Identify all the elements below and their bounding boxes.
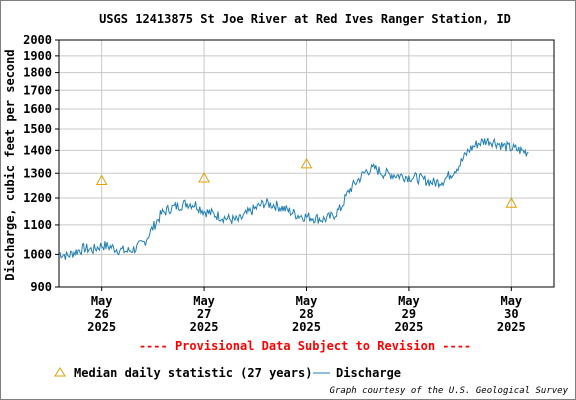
y-axis: 900 1000 1100 1200 1300 1400 1500 1600 1700 1800 1… xyxy=(23,33,59,294)
y-tick-label: 1900 xyxy=(23,49,52,63)
x-tick-label: 2025 xyxy=(394,320,423,334)
y-axis-label: Discharge, cubic feet per second xyxy=(3,49,17,280)
x-tick-label: 27 xyxy=(197,307,211,321)
median-point xyxy=(300,157,313,169)
y-tick-label: 1500 xyxy=(23,122,52,136)
legend-discharge-label: Discharge xyxy=(336,366,401,380)
discharge-series xyxy=(58,137,529,260)
x-tick-label: May xyxy=(500,294,522,308)
y-tick-label: 1800 xyxy=(23,66,52,80)
x-tick-label: 2025 xyxy=(292,320,321,334)
x-tick-label: May xyxy=(398,294,420,308)
y-tick-label: 1600 xyxy=(23,102,52,116)
median-point xyxy=(198,172,210,183)
chart-title: USGS 12413875 St Joe River at Red Ives R… xyxy=(99,12,511,26)
x-axis: May262025May272025May282025May292025May3… xyxy=(87,287,526,334)
x-tick-label: May xyxy=(193,294,215,308)
median-series xyxy=(95,157,518,208)
y-tick-label: 1400 xyxy=(23,143,52,157)
x-tick-label: 2025 xyxy=(497,320,526,334)
median-point xyxy=(95,174,108,185)
y-tick-label: 1700 xyxy=(23,83,52,97)
provisional-notice: ---- Provisional Data Subject to Revisio… xyxy=(139,339,471,353)
x-tick-label: 30 xyxy=(504,307,518,321)
x-tick-label: 26 xyxy=(94,307,108,321)
x-tick-label: 29 xyxy=(402,307,416,321)
x-tick-label: May xyxy=(91,294,113,308)
x-tick-label: 2025 xyxy=(190,320,219,334)
x-tick-label: 2025 xyxy=(87,320,116,334)
x-tick-label: May xyxy=(296,294,318,308)
y-tick-label: 2000 xyxy=(23,33,52,47)
median-point xyxy=(505,197,518,208)
legend-median-triangle-icon xyxy=(54,367,66,377)
discharge-line xyxy=(58,137,529,260)
y-tick-label: 1200 xyxy=(23,191,52,205)
legend-median-label: Median daily statistic (27 years) xyxy=(74,366,312,380)
y-tick-label: 900 xyxy=(30,280,52,294)
grid xyxy=(59,40,554,287)
courtesy-note: Graph courtesy of the U.S. Geological Su… xyxy=(330,386,569,396)
y-tick-label: 1100 xyxy=(23,218,52,232)
x-tick-label: 28 xyxy=(299,307,313,321)
y-tick-label: 1000 xyxy=(23,247,52,261)
y-tick-label: 1300 xyxy=(23,166,52,180)
